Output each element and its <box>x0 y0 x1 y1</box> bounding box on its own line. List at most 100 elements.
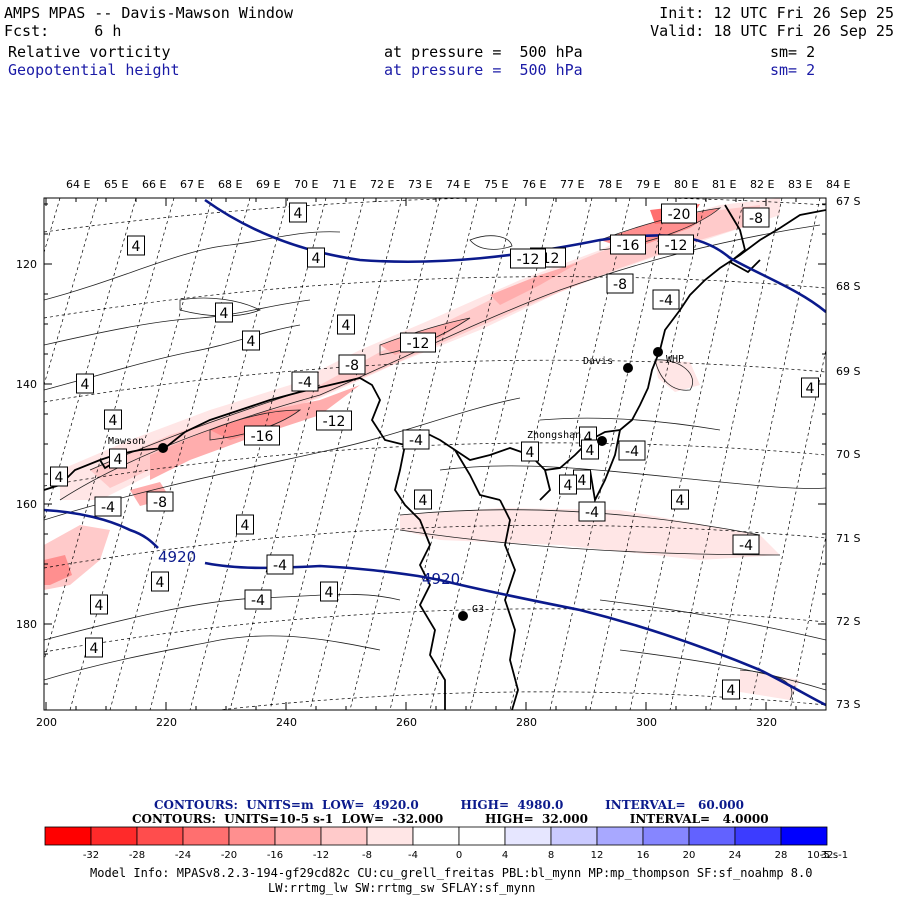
longitude-label: 69 E <box>256 178 280 191</box>
latitude-label: 70 S <box>836 448 860 461</box>
forecast-hour: Fcst: 6 h <box>4 22 122 40</box>
init-time: Init: 12 UTC Fri 26 Sep 25 <box>659 4 894 22</box>
svg-text:4: 4 <box>156 575 165 591</box>
station-marker-mawson <box>158 443 168 453</box>
svg-text:4: 4 <box>325 585 334 601</box>
station-marker-g3 <box>458 611 468 621</box>
vorticity-label: -4 <box>94 496 122 517</box>
latitude-labels: 67 S 68 S 69 S 70 S 71 S 72 S 73 S <box>836 195 860 711</box>
field1-level: at pressure = 500 hPa <box>384 43 583 61</box>
height-contour-info: CONTOURS: UNITS=m LOW= 4920.0 HIGH= 4980… <box>154 798 744 812</box>
station-label-zhongshan: Zhongshan <box>527 430 581 441</box>
svg-text:-12: -12 <box>665 238 688 254</box>
vorticity-label: -4 <box>402 429 430 450</box>
svg-text:4: 4 <box>220 306 229 322</box>
svg-text:4: 4 <box>578 473 587 489</box>
longitude-label: 65 E <box>104 178 128 191</box>
y-tick-label: 140 <box>16 378 37 391</box>
svg-text:4: 4 <box>55 470 64 486</box>
colorbar-swatch <box>412 826 460 846</box>
x-tick-label: 220 <box>156 716 177 729</box>
vorticity-label: -4 <box>732 534 760 555</box>
colorbar-swatch <box>550 826 598 846</box>
svg-text:4: 4 <box>586 443 595 459</box>
colorbar-swatch <box>320 826 368 846</box>
valid-time: Valid: 18 UTC Fri 26 Sep 25 <box>650 22 894 40</box>
colorbar-swatch <box>44 826 92 846</box>
svg-text:-16: -16 <box>617 238 640 254</box>
longitude-label: 74 E <box>446 178 470 191</box>
y-tick-label: 120 <box>16 258 37 271</box>
colorbar-swatch <box>90 826 138 846</box>
svg-text:-4: -4 <box>659 293 673 309</box>
colorbar-tick-label: -32 <box>83 850 99 861</box>
colorbar-tick-label: -16 <box>267 850 283 861</box>
svg-text:-12: -12 <box>407 336 430 352</box>
colorbar-tick-label: 12 <box>591 850 604 861</box>
vorticity-label: 4 <box>236 514 254 535</box>
vorticity-label: -4 <box>652 289 680 310</box>
svg-text:-16: -16 <box>251 429 274 445</box>
vorticity-label: -12 <box>400 332 436 353</box>
svg-text:4: 4 <box>241 518 250 534</box>
svg-text:4: 4 <box>132 239 141 255</box>
height-contour-label: 4920 <box>158 548 196 566</box>
colorbar-swatch <box>596 826 644 846</box>
svg-text:-20: -20 <box>668 207 691 223</box>
field2-smoothing: sm= 2 <box>770 61 816 79</box>
longitude-label: 78 E <box>598 178 622 191</box>
colorbar-tick-label: 16 <box>637 850 650 861</box>
colorbar-swatch <box>274 826 322 846</box>
svg-text:4: 4 <box>95 598 104 614</box>
latitude-label: 67 S <box>836 195 860 208</box>
longitude-label: 77 E <box>560 178 584 191</box>
vorticity-label: 4 <box>151 571 169 592</box>
longitude-label: 82 E <box>750 178 774 191</box>
height-contour-label: 4920 <box>422 570 460 588</box>
vorticity-label: -20 <box>661 203 697 224</box>
svg-text:4: 4 <box>81 377 90 393</box>
longitude-label: 70 E <box>294 178 318 191</box>
colorbar-tick-label: 32 <box>821 850 834 861</box>
coastline <box>44 204 826 710</box>
svg-text:-4: -4 <box>739 538 753 554</box>
height-contour-north <box>204 198 826 313</box>
longitude-label: 84 E <box>826 178 850 191</box>
vorticity-label: 4 <box>307 247 325 268</box>
colorbar-swatch <box>504 826 552 846</box>
colorbar-swatch <box>780 826 828 846</box>
colorbar-tick-label: -12 <box>313 850 329 861</box>
latitude-label: 69 S <box>836 365 860 378</box>
x-tick-label: 300 <box>636 716 657 729</box>
longitude-labels: 64 E 65 E 66 E 67 E 68 E 69 E 70 E 71 E 72 E 73 E… <box>66 178 850 191</box>
y-tick-label: 160 <box>16 498 37 511</box>
longitude-label: 75 E <box>484 178 508 191</box>
svg-text:-8: -8 <box>153 495 167 511</box>
svg-text:-4: -4 <box>409 433 423 449</box>
longitude-label: 79 E <box>636 178 660 191</box>
latitude-label: 71 S <box>836 532 860 545</box>
vorticity-label: 4 <box>90 594 108 615</box>
colorbar-tick-label: -8 <box>362 850 372 861</box>
colorbar-units: 10-5 s-1 <box>807 850 848 861</box>
colorbar-swatch <box>688 826 736 846</box>
x-tick-label: 260 <box>396 716 417 729</box>
model-info-line-2: LW:rrtmg_lw SW:rrtmg_sw SFLAY:sf_mynn <box>268 881 536 895</box>
longitude-label: 81 E <box>712 178 736 191</box>
svg-text:4: 4 <box>727 683 736 699</box>
longitude-label: 67 E <box>180 178 204 191</box>
svg-text:4: 4 <box>312 251 321 267</box>
colorbar-swatch <box>734 826 782 846</box>
svg-text:4: 4 <box>342 318 351 334</box>
vorticity-label: 4 <box>414 489 432 510</box>
x-tick-label: 240 <box>276 716 297 729</box>
station-label-mawson: Mawson <box>108 436 144 447</box>
vorticity-label: 4 <box>50 466 68 487</box>
vorticity-label: 4 <box>289 202 307 223</box>
vorticity-label: -4 <box>618 440 646 461</box>
x-axis: 200 220 240 260 280 300 320 <box>36 198 827 729</box>
colorbar-swatch <box>366 826 414 846</box>
colorbar-tick-label: 4 <box>502 850 508 861</box>
